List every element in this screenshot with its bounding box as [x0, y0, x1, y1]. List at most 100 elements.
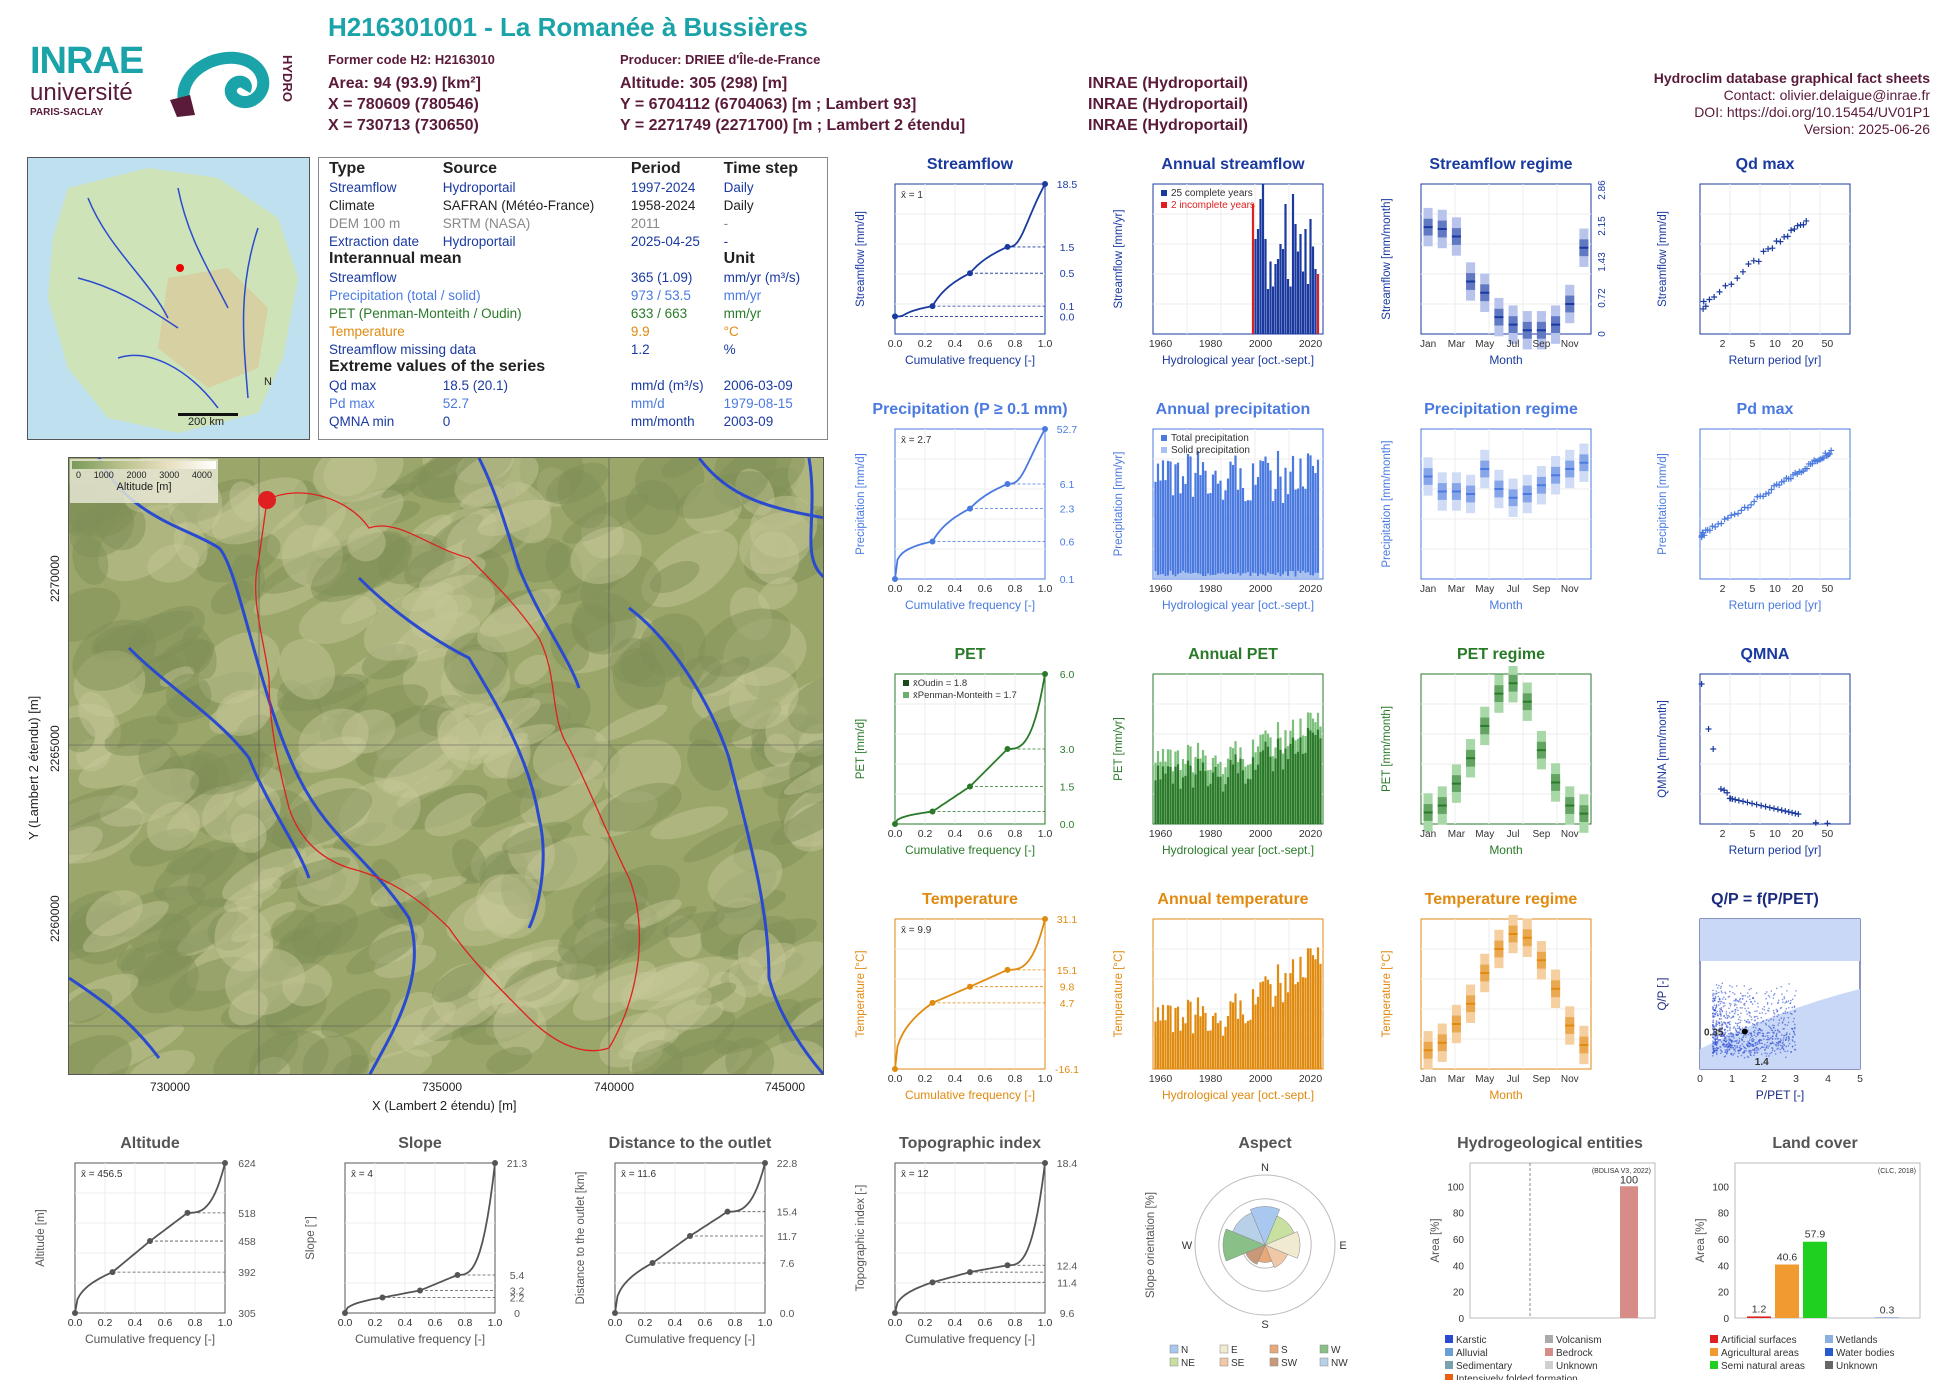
terrain-patch — [468, 951, 533, 1000]
qp-point — [1747, 1022, 1750, 1024]
mean-0-unit: mm/yr (m³/s) — [723, 269, 801, 285]
qp-point — [1739, 1021, 1741, 1024]
qp-point — [1776, 1048, 1778, 1051]
terrain-patch — [765, 678, 823, 754]
terrain-patch — [323, 458, 377, 497]
terrain-patch — [202, 781, 281, 843]
annual-bar — [1269, 470, 1272, 579]
qp-point — [1719, 1000, 1721, 1003]
panel-precipitation: Precipitation (P ≥ 0.1 mm) 52.7 6.1 2.3 0.6 0… — [850, 401, 1090, 626]
map-xlabel: X (Lambert 2 étendu) [m] — [372, 1098, 517, 1113]
x-axis-label: Cumulative frequency [-] — [905, 1088, 1035, 1102]
solid-bar — [1156, 575, 1160, 579]
qp-point — [1712, 1019, 1715, 1021]
terrain-patch — [422, 458, 465, 478]
annual-bar — [1206, 1030, 1210, 1069]
terrain-patch — [749, 495, 818, 558]
qp-point — [1714, 993, 1716, 995]
former-code: Former code H2: H2163010 — [328, 52, 495, 67]
mean-label: x̄ = 456.5 — [81, 1169, 123, 1180]
qp-point — [1783, 1037, 1785, 1039]
annual-bar — [1279, 476, 1282, 579]
qp-point — [1787, 1039, 1790, 1042]
solid-bar — [1241, 573, 1245, 579]
rp-point — [1781, 478, 1788, 485]
terrain-patch — [723, 618, 807, 686]
annual-bar-dark — [1196, 758, 1200, 824]
qp-point — [1778, 1022, 1780, 1024]
qp-point — [1743, 1034, 1745, 1037]
chart-qp: 0.351.40 1 2 3 4 5P/PET [-]Q/P [-] — [1657, 918, 1863, 1102]
x-tick: 10 — [1769, 583, 1781, 595]
x-tick: 1.0 — [1038, 1317, 1053, 1329]
qp-point — [1723, 1015, 1725, 1018]
qp-point — [1750, 1033, 1753, 1035]
contact[interactable]: Contact: olivier.delaigue@inrae.fr — [1723, 87, 1930, 103]
qp-point — [1719, 1011, 1721, 1013]
france-minimap: 200 km N — [27, 157, 310, 440]
terrain-patch — [667, 915, 702, 958]
annual-bar-dark — [1216, 776, 1220, 824]
qp-point — [1730, 1035, 1733, 1038]
qp-point — [1735, 985, 1738, 987]
terrain-patch — [510, 692, 569, 742]
terrain-patch — [501, 821, 572, 854]
qp-point — [1721, 998, 1724, 1000]
terrain-patch — [783, 782, 823, 847]
qp-point — [1736, 1045, 1738, 1047]
qp-point — [1728, 1045, 1730, 1047]
x-tick: 0.4 — [128, 1317, 143, 1329]
qp-point — [1743, 1046, 1746, 1049]
qp-point — [1792, 1030, 1795, 1033]
annual-bar — [1231, 1002, 1235, 1069]
row-1-period: 1958-2024 — [630, 197, 696, 213]
terrain-patch — [443, 632, 508, 695]
qp-point — [1730, 1003, 1732, 1005]
qp-point — [1736, 1039, 1738, 1042]
qp-point — [1772, 1035, 1774, 1038]
terrain-patch — [470, 787, 542, 828]
altitude-legend: 0 1000 2000 3000 4000 Altitude [m] — [70, 459, 218, 503]
annual-bar — [1299, 956, 1302, 1069]
rp-point — [1716, 288, 1723, 295]
annual-bar — [1259, 460, 1262, 579]
qp-point — [1785, 1032, 1788, 1034]
panel-temp_regime: Temperature regime Jan Mar May Jul Sep Nov Mont… — [1376, 891, 1626, 1116]
qp-point — [1759, 1039, 1761, 1041]
x-tick: 0.6 — [978, 583, 993, 595]
qp-point — [1793, 1041, 1796, 1043]
terrain-patch — [407, 506, 497, 580]
terrain-patch — [478, 723, 556, 755]
annual-bar — [1234, 455, 1237, 579]
inrae-logo: INRAE université PARIS-SACLAY — [30, 40, 150, 118]
annual-bar — [1186, 999, 1190, 1069]
x-axis-label: Month — [1489, 1088, 1522, 1102]
x-tick: 10 — [1769, 338, 1781, 350]
right-tick: 392 — [238, 1267, 256, 1279]
rose-e: E — [1339, 1240, 1346, 1252]
terrain-patch — [182, 625, 217, 679]
annual-bar — [1256, 996, 1260, 1069]
terrain-patch — [69, 795, 144, 864]
terrain-patch — [485, 978, 579, 1039]
rp-point — [1770, 805, 1777, 812]
qp-point — [1728, 1016, 1731, 1018]
qp-point — [1782, 1028, 1784, 1030]
terrain-patch — [620, 961, 710, 1011]
y-tick: 40 — [1453, 1261, 1465, 1272]
doi[interactable]: DOI: https://doi.org/10.15454/UV01P1 — [1694, 104, 1930, 120]
legend-swatch — [1269, 1344, 1279, 1354]
rose-sector — [1264, 1244, 1288, 1268]
map-ytick-1: 2265000 — [48, 725, 62, 772]
annual-bar-dark — [1189, 765, 1192, 824]
terrain-patch — [277, 673, 369, 712]
rp-point — [1791, 226, 1798, 233]
qp-point — [1732, 1054, 1735, 1056]
qp-point — [1766, 1052, 1768, 1055]
ext-0-label: Qd max — [329, 377, 377, 393]
qp-point — [1712, 1041, 1715, 1044]
qp-point — [1742, 995, 1745, 997]
annual-bar — [1286, 992, 1290, 1069]
qp-point — [1747, 996, 1749, 998]
